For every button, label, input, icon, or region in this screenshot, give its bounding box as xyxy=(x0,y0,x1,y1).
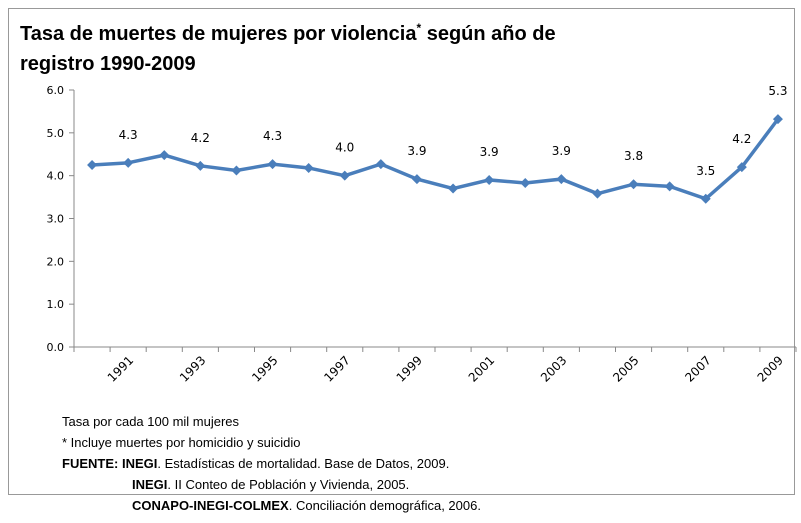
data-point xyxy=(484,174,495,185)
y-tick-label: 3.0 xyxy=(47,213,65,226)
data-point xyxy=(772,114,783,125)
chart-title: Tasa de muertes de mujeres por violencia… xyxy=(20,21,556,45)
data-label: 4.3 xyxy=(119,128,138,142)
y-tick-label: 0.0 xyxy=(47,341,65,354)
source: INEGI. II Conteo de Población y Vivienda… xyxy=(132,477,409,492)
source-org: INEGI xyxy=(132,477,167,492)
y-tick-label: 4.0 xyxy=(47,170,65,183)
source-org: INEGI xyxy=(122,456,157,471)
data-label: 3.9 xyxy=(407,144,426,158)
data-point xyxy=(664,181,675,192)
data-label: 3.9 xyxy=(552,144,571,158)
x-tick-label: 2009 xyxy=(755,353,786,384)
source-prefix: FUENTE: xyxy=(62,456,118,471)
x-tick-label: 1997 xyxy=(321,353,352,384)
source: CONAPO-INEGI-COLMEX. Conciliación demogr… xyxy=(132,498,481,513)
chart-title: registro 1990-2009 xyxy=(20,53,196,75)
data-point xyxy=(375,159,386,170)
x-tick-label: 2007 xyxy=(682,353,713,384)
y-tick-label: 6.0 xyxy=(47,84,65,97)
data-label: 4.3 xyxy=(263,129,282,143)
data-point xyxy=(195,160,206,171)
data-label: 3.5 xyxy=(696,164,715,178)
notes: Tasa por cada 100 mil mujeres * Incluye m… xyxy=(62,414,481,513)
y-tick-label: 1.0 xyxy=(47,298,65,311)
data-label: 4.2 xyxy=(191,131,210,145)
x-tick-label: 2001 xyxy=(466,353,497,384)
x-tick-label: 1991 xyxy=(105,353,136,384)
title-text: según año de xyxy=(421,23,555,45)
x-tick-label: 2003 xyxy=(538,353,569,384)
data-point xyxy=(448,183,459,194)
data-point xyxy=(592,188,603,199)
title-mark: * xyxy=(416,21,421,35)
data-point xyxy=(556,174,567,185)
y-tick-label: 2.0 xyxy=(47,255,65,268)
data-point xyxy=(267,159,278,170)
data-point xyxy=(339,170,350,181)
data-point xyxy=(628,179,639,190)
x-tick-label: 2005 xyxy=(610,353,641,384)
data-point xyxy=(87,159,98,170)
source-text: . Estadísticas de mortalidad. Base de Da… xyxy=(157,456,449,471)
source: FUENTE: INEGI. Estadísticas de mortalida… xyxy=(62,456,449,471)
data-point xyxy=(303,162,314,173)
source-text: . Conciliación demográfica, 2006. xyxy=(289,498,481,513)
data-label: 5.3 xyxy=(768,84,787,98)
data-point xyxy=(700,193,711,204)
note: * Incluye muertes por homicidio y suicid… xyxy=(62,435,300,450)
data-point xyxy=(231,165,242,176)
data-label: 3.9 xyxy=(480,145,499,159)
note: Tasa por cada 100 mil mujeres xyxy=(62,414,240,429)
data-point xyxy=(736,162,747,173)
frame xyxy=(8,8,795,495)
source-text: . II Conteo de Población y Vivienda, 200… xyxy=(167,477,409,492)
data-label: 4.2 xyxy=(732,132,751,146)
data-label: 4.0 xyxy=(335,141,354,155)
title-text: Tasa de muertes de mujeres por violencia xyxy=(20,23,417,45)
data-point xyxy=(411,174,422,185)
source-org: CONAPO-INEGI-COLMEX xyxy=(132,498,289,513)
data-point xyxy=(520,177,531,188)
y-tick-label: 5.0 xyxy=(47,127,65,140)
series-line xyxy=(91,118,780,201)
data-point xyxy=(159,150,170,161)
data-point xyxy=(123,157,134,168)
x-tick-label: 1993 xyxy=(177,353,208,384)
x-tick-label: 1995 xyxy=(249,353,280,384)
data-label: 3.8 xyxy=(624,149,643,163)
x-tick-label: 1999 xyxy=(394,353,425,384)
